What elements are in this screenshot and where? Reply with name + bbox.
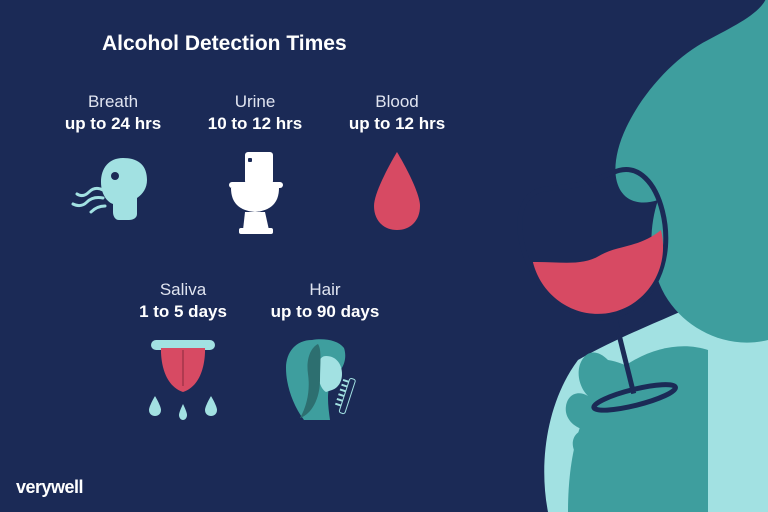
item-value: up to 90 days xyxy=(250,302,400,322)
item-label: Hair xyxy=(250,280,400,300)
item-saliva: Saliva 1 to 5 days xyxy=(108,280,258,424)
tongue-icon xyxy=(108,334,258,424)
item-label: Breath xyxy=(38,92,188,112)
item-hair: Hair up to 90 days xyxy=(250,280,400,429)
item-value: up to 24 hrs xyxy=(38,114,188,134)
infographic-canvas: Alcohol Detection Times Breath up to 24 … xyxy=(0,0,768,512)
item-urine: Urine 10 to 12 hrs xyxy=(180,92,330,236)
toilet-icon xyxy=(180,146,330,236)
page-title: Alcohol Detection Times xyxy=(102,32,347,56)
breath-icon xyxy=(38,146,188,226)
item-value: 1 to 5 days xyxy=(108,302,258,322)
item-breath: Breath up to 24 hrs xyxy=(38,92,188,226)
person-illustration xyxy=(428,0,768,512)
item-value: 10 to 12 hrs xyxy=(180,114,330,134)
item-label: Saliva xyxy=(108,280,258,300)
brand-logo: verywell xyxy=(16,477,83,498)
hair-icon xyxy=(250,334,400,429)
item-label: Urine xyxy=(180,92,330,112)
